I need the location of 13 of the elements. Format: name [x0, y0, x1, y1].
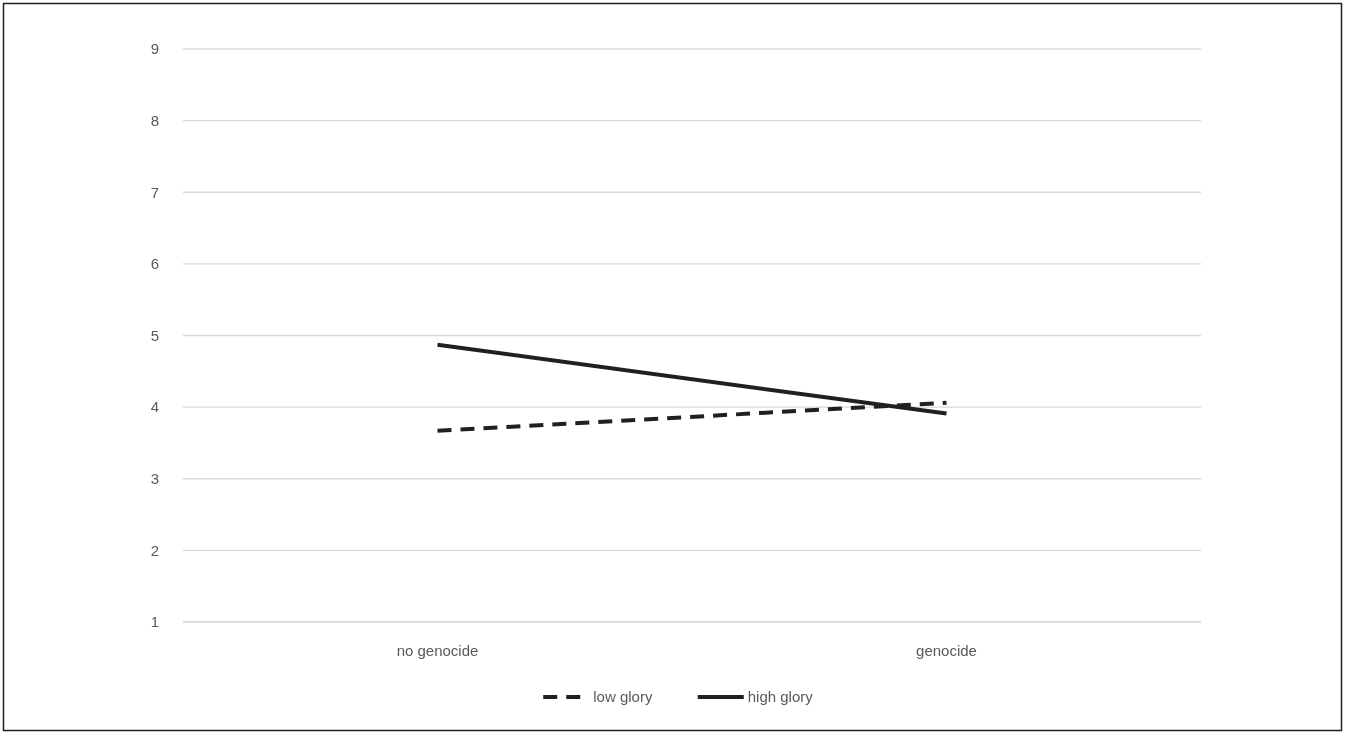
- y-tick-label: 8: [150, 111, 159, 129]
- y-tick-label: 5: [150, 326, 159, 344]
- legend-label: high glory: [747, 688, 814, 706]
- y-tick-label: 9: [150, 40, 159, 58]
- y-tick-label: 3: [150, 470, 159, 487]
- y-tick-label: 4: [150, 398, 159, 416]
- y-tick-label: 2: [150, 541, 159, 559]
- x-tick-label: genocide: [916, 642, 977, 659]
- y-tick-label: 7: [150, 183, 159, 201]
- y-tick-label: 1: [150, 613, 159, 631]
- x-tick-label: no genocide: [396, 642, 479, 659]
- y-tick-label: 6: [150, 255, 159, 273]
- legend-label: low glory: [593, 688, 653, 706]
